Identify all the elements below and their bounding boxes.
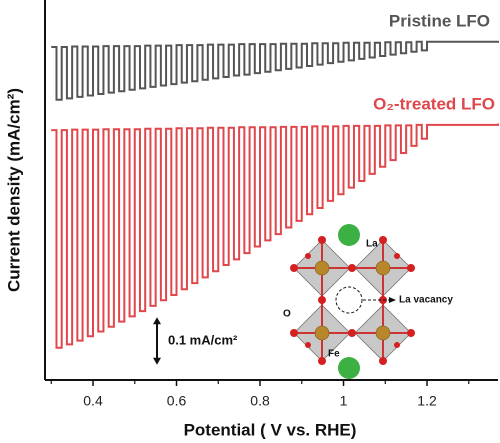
inset-label: O [283, 309, 291, 320]
scale-bar-arrow [153, 357, 161, 365]
y-axis-label: Current density (mA/cm²) [4, 88, 23, 292]
inset-structure: La O Fe La vacancy [283, 224, 453, 379]
x-tick-label: 0.4 [83, 393, 103, 409]
scale-bar-arrow [153, 317, 161, 325]
series-label: Pristine LFO [389, 11, 490, 30]
inset-label: La [366, 239, 378, 250]
inset-label: Fe [328, 349, 340, 360]
x-tick-label: 0.8 [250, 393, 270, 409]
inset-label: La vacancy [399, 295, 453, 306]
x-axis-label: Potential ( V vs. RHE) [184, 420, 357, 439]
scale-bar-label: 0.1 mA/cm² [168, 332, 238, 347]
x-tick-label: 1.2 [417, 393, 437, 409]
x-tick-label: 0.6 [167, 393, 187, 409]
series-line [51, 123, 499, 349]
series-line [51, 40, 499, 101]
x-tick-label: 1 [340, 393, 348, 409]
series-label: O₂-treated LFO [373, 94, 495, 113]
